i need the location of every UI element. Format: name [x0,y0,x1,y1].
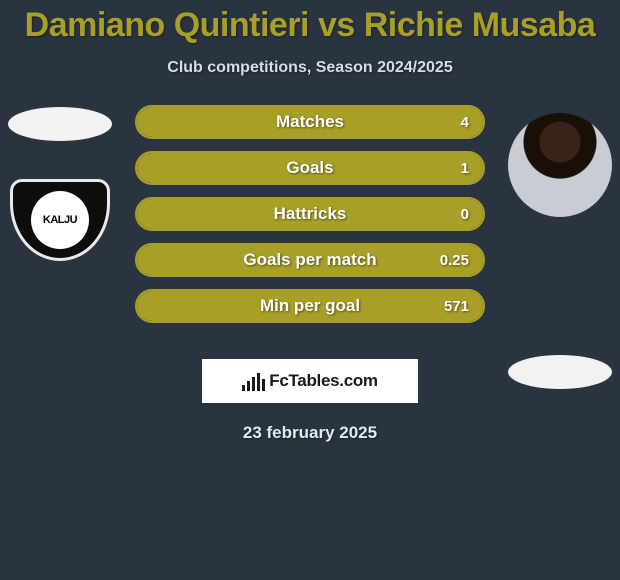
stat-label: Matches [276,112,344,132]
vs-separator: vs [318,6,355,44]
player-b-name: Richie Musaba [364,6,596,44]
stat-value: 1 [461,160,469,177]
brand-bar [252,377,255,391]
stats-list: Matches 4 Goals 1 Hattricks 0 Goals per match 0… [135,105,485,335]
brand-chart-icon [242,371,265,391]
player-b-photo [508,113,612,217]
stat-label: Goals per match [243,250,376,270]
stat-label: Hattricks [274,204,347,224]
stat-value: 571 [444,298,469,315]
subtitle: Club competitions, Season 2024/2025 [0,59,620,77]
player-a-club-badge: KALJU [10,179,110,261]
left-column: KALJU [0,105,120,345]
brand-bar [262,379,265,391]
club-badge-label: KALJU [31,191,89,249]
content-area: KALJU Matches 4 Goals 1 Hattricks 0 Goals per … [0,105,620,345]
brand-bar [242,385,245,391]
stat-value: 0.25 [440,252,469,269]
stat-row: Matches 4 [135,105,485,139]
brand-text: FcTables.com [269,371,378,391]
stat-row: Hattricks 0 [135,197,485,231]
stat-row: Min per goal 571 [135,289,485,323]
stat-row: Goals per match 0.25 [135,243,485,277]
stat-value: 0 [461,206,469,223]
stat-label: Min per goal [260,296,360,316]
brand-bar [257,373,260,391]
comparison-card: Damiano Quintieri vs Richie Musaba Club … [0,0,620,580]
player-a-name: Damiano Quintieri [25,6,309,44]
right-column [500,105,620,345]
stat-row: Goals 1 [135,151,485,185]
player-a-photo-placeholder [8,107,112,141]
page-title: Damiano Quintieri vs Richie Musaba [0,0,620,45]
player-b-club-placeholder [508,355,612,389]
stat-value: 4 [461,114,469,131]
date-label: 23 february 2025 [0,423,620,443]
brand-bar [247,381,250,391]
stat-label: Goals [286,158,333,178]
brand-box: FcTables.com [202,359,418,403]
